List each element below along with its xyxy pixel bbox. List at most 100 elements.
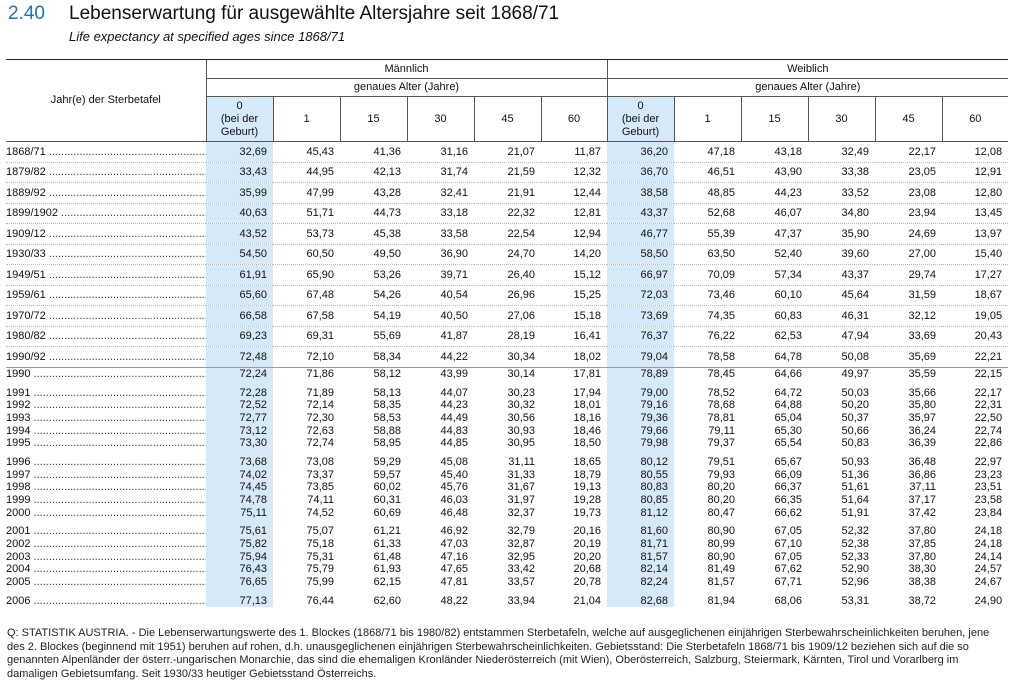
- female-value-cell: 27,00: [875, 244, 943, 265]
- male-value-cell: 44,07: [440, 386, 468, 399]
- female-value-cell: 79,51: [707, 455, 736, 468]
- life-expectancy-table: Jahr(e) der Sterbetafel Männlich Weiblic…: [6, 59, 1009, 608]
- male-value-cell: 66,58: [206, 305, 273, 327]
- male-value-cell: 51,71: [273, 203, 340, 224]
- year-label: 1997: [6, 468, 31, 481]
- male-value-cell: 45,43: [273, 141, 340, 163]
- female-value-cell: 68,06: [774, 594, 803, 607]
- female-value-cell: 46,51: [674, 162, 742, 183]
- female-value-cell: 82,24: [607, 575, 675, 589]
- female-value-cell: 43,37: [808, 264, 876, 286]
- male-value-cell: 53,73: [273, 223, 340, 245]
- female-value-cell: 18,67: [942, 285, 1009, 306]
- female-value-cell: 50,66: [841, 424, 870, 437]
- row-spacer: [6, 380, 1008, 387]
- male-value-cell: 47,03: [440, 538, 468, 551]
- female-value-cell: 23,08: [875, 182, 943, 204]
- female-value-cell: 67,05: [774, 525, 803, 538]
- male-value-cell: 73,08: [306, 455, 334, 468]
- male-value-cell: 75,07: [306, 525, 334, 538]
- female-value-cell: 22,17: [974, 386, 1003, 399]
- male-age-header: genaues Alter (Jahre): [205, 78, 608, 97]
- female-value-cell: 38,72: [908, 594, 937, 607]
- year-label: 1930/33: [6, 248, 46, 261]
- female-value-cell: 36,20: [607, 141, 675, 163]
- leader-dots: ........................................…: [33, 563, 206, 576]
- year-label: 2002: [6, 538, 31, 551]
- male-value-cell: 65,60: [206, 285, 273, 306]
- male-value-cell: 44,23: [440, 399, 468, 412]
- male-value-cell: 18,50: [573, 437, 602, 450]
- year-label: 1998: [6, 481, 31, 494]
- table-row: 1930/33 ................................…: [6, 244, 1009, 265]
- female-value-cell: 37,17: [908, 494, 937, 507]
- female-age-header: genaues Alter (Jahre): [606, 78, 1009, 97]
- female-value-cell: 23,94: [875, 203, 943, 224]
- male-value-cell: 58,12: [373, 367, 401, 380]
- male-value-cell: 75,79: [306, 563, 334, 576]
- female-value-cell: 23,23: [974, 468, 1003, 481]
- male-value-cell: 41,36: [340, 141, 407, 163]
- male-value-cell: 31,97: [507, 494, 535, 507]
- year-label: 1868/71: [6, 145, 46, 158]
- year-label: 1959/61: [6, 289, 46, 302]
- female-value-cell: 36,24: [908, 424, 937, 437]
- female-value-cell: 38,58: [607, 182, 675, 204]
- female-value-cell: 23,51: [974, 481, 1003, 494]
- female-value-cell: 49,97: [841, 367, 870, 380]
- female-value-cell: 67,71: [774, 576, 803, 589]
- leader-dots: ........................................…: [33, 455, 206, 468]
- male-value-cell: 32,95: [507, 550, 535, 563]
- male-value-cell: 12,44: [541, 182, 608, 204]
- male-value-cell: 12,81: [541, 203, 608, 224]
- male-value-cell: 75,94: [206, 550, 273, 564]
- table-row: 2003 ...................................…: [6, 550, 1008, 564]
- male-value-cell: 61,21: [373, 525, 401, 538]
- male-value-cell: 54,26: [340, 285, 407, 306]
- female-value-cell: 48,85: [674, 182, 742, 204]
- male-value-cell: 42,13: [340, 162, 407, 183]
- leader-dots: ........................................…: [48, 166, 206, 179]
- male-value-cell: 60,69: [373, 506, 401, 519]
- leader-dots: ........................................…: [48, 309, 206, 322]
- male-value-cell: 18,16: [573, 411, 602, 424]
- male-value-cell: 76,65: [206, 575, 273, 589]
- male-value-cell: 71,89: [306, 386, 334, 399]
- table-row: 1879/82 ................................…: [6, 162, 1009, 183]
- male-value-cell: 32,37: [507, 506, 535, 519]
- female-value-cell: 23,84: [974, 506, 1003, 519]
- female-value-cell: 35,97: [908, 411, 937, 424]
- female-value-cell: 60,10: [741, 285, 809, 306]
- female-value-cell: 36,39: [908, 437, 937, 450]
- female-value-cell: 80,55: [607, 468, 675, 481]
- male-value-cell: 18,65: [573, 455, 602, 468]
- male-value-cell: 15,18: [541, 305, 608, 327]
- male-value-cell: 44,83: [440, 424, 468, 437]
- female-value-cell: 22,31: [974, 399, 1003, 412]
- female-value-cell: 47,18: [674, 141, 742, 163]
- table-row: 1991 ...................................…: [6, 386, 1008, 399]
- male-value-cell: 30,23: [507, 386, 535, 399]
- female-value-cell: 46,07: [741, 203, 809, 224]
- male-value-cell: 60,02: [373, 481, 401, 494]
- female-value-cell: 44,23: [741, 182, 809, 204]
- male-value-cell: 69,23: [206, 326, 273, 347]
- female-value-cell: 82,14: [607, 563, 675, 576]
- female-value-cell: 70,09: [674, 264, 742, 286]
- female-age-header-1: 1: [673, 96, 742, 142]
- leader-dots: ........................................…: [33, 550, 206, 563]
- female-value-cell: 66,09: [774, 468, 803, 481]
- year-label: 1993: [6, 411, 31, 424]
- female-value-cell: 35,90: [808, 223, 876, 245]
- male-value-cell: 54,19: [340, 305, 407, 327]
- male-value-cell: 31,16: [407, 141, 474, 163]
- male-value-cell: 43,28: [340, 182, 407, 204]
- male-value-cell: 58,53: [373, 411, 401, 424]
- female-value-cell: 78,45: [707, 367, 736, 380]
- male-value-cell: 45,76: [440, 481, 468, 494]
- male-value-cell: 45,08: [440, 455, 468, 468]
- leader-dots: ........................................…: [48, 145, 206, 158]
- male-value-cell: 61,91: [206, 264, 273, 286]
- male-age-header-3: 30: [406, 96, 474, 142]
- female-value-cell: 43,37: [607, 203, 675, 224]
